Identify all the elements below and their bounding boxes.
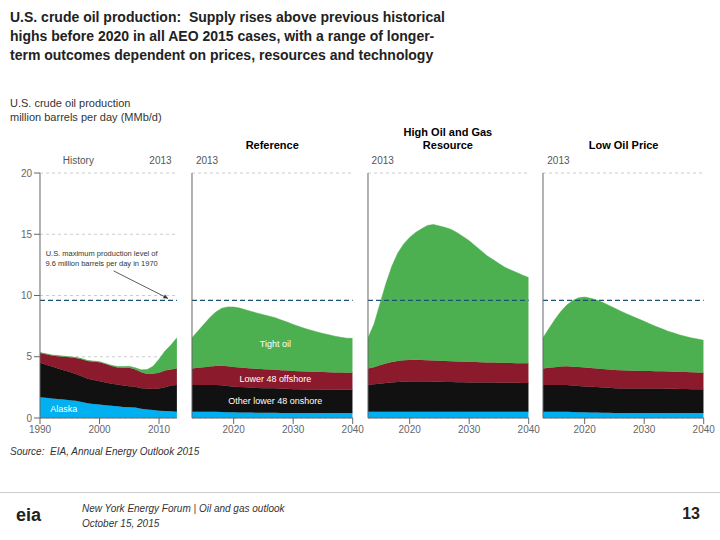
svg-text:2020: 2020 <box>398 424 421 435</box>
svg-text:2030: 2030 <box>458 424 481 435</box>
svg-text:15: 15 <box>21 229 33 240</box>
svg-text:20: 20 <box>21 168 33 179</box>
html-text:Reference: Reference <box>245 139 299 151</box>
html-text:History: History <box>62 155 94 166</box>
svg-text:0: 0 <box>26 413 32 424</box>
svg-text:10: 10 <box>21 290 33 301</box>
html-text:U.S. crude oil production: Sup: U.S. crude oil production: Supply rises … <box>10 9 445 25</box>
html-text:2013: 2013 <box>149 155 172 166</box>
svg-text:5: 5 <box>26 351 32 362</box>
svg-text:U.S. maximum production level: U.S. maximum production level of9.6 mill… <box>45 249 158 267</box>
svg-text:Lower 48 offshore: Lower 48 offshore <box>239 374 311 384</box>
svg-text:1990: 1990 <box>29 424 52 435</box>
svg-text:2010: 2010 <box>148 424 171 435</box>
html-text:2013: 2013 <box>547 155 570 166</box>
html-text:term outcomes dependent on pri: term outcomes dependent on prices, resou… <box>10 47 434 63</box>
html-text:eia: eia <box>16 505 41 525</box>
svg-text:Tight oil: Tight oil <box>260 339 291 349</box>
svg-text:2030: 2030 <box>633 424 656 435</box>
svg-text:2020: 2020 <box>574 424 597 435</box>
html-text:13: 13 <box>682 505 700 522</box>
html-text:October 15, 2015: October 15, 2015 <box>82 518 160 529</box>
html-text:High Oil and Gas: High Oil and Gas <box>403 126 493 138</box>
html-text:Source: EIA, Annual Energy Out: Source: EIA, Annual Energy Outlook 2015 <box>10 446 200 457</box>
html-text:U.S. crude oil production: U.S. crude oil production <box>10 97 131 109</box>
svg-text:Alaska: Alaska <box>50 404 77 414</box>
html-text:Low Oil Price: Low Oil Price <box>588 139 659 151</box>
html-text:highs before 2020 in all AEO 2: highs before 2020 in all AEO 2015 cases,… <box>10 28 435 44</box>
svg-text:2040: 2040 <box>517 424 540 435</box>
html-text:2013: 2013 <box>371 155 394 166</box>
svg-text:2000: 2000 <box>88 424 111 435</box>
svg-text:2020: 2020 <box>222 424 245 435</box>
html-text:Resource: Resource <box>422 139 473 151</box>
html-text:New York Energy Forum | Oil an: New York Energy Forum | Oil and gas outl… <box>82 503 285 514</box>
svg-text:2030: 2030 <box>282 424 305 435</box>
html-text:2013: 2013 <box>195 155 219 166</box>
svg-text:2040: 2040 <box>693 424 712 435</box>
html-text:million barrels per day (MMb/d: million barrels per day (MMb/d) <box>10 111 162 123</box>
svg-text:Other lower 48 onshore: Other lower 48 onshore <box>228 396 322 406</box>
svg-text:2040: 2040 <box>341 424 364 435</box>
